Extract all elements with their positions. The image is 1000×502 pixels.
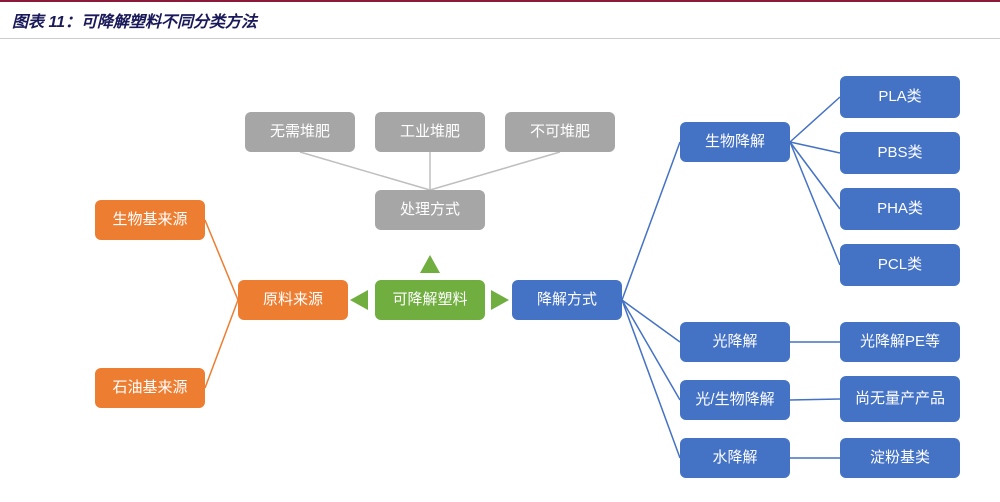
node-core: 可降解塑料 — [375, 280, 485, 320]
node-ind_compost: 工业堆肥 — [375, 112, 485, 152]
edge — [622, 300, 680, 458]
edge — [790, 142, 840, 209]
node-pla: PLA类 — [840, 76, 960, 118]
node-pbs: PBS类 — [840, 132, 960, 174]
edge — [205, 220, 238, 300]
edge — [790, 399, 840, 400]
node-pcl: PCL类 — [840, 244, 960, 286]
edge — [622, 300, 680, 400]
node-non_compost: 不可堆肥 — [505, 112, 615, 152]
edge — [790, 97, 840, 142]
arrow-left — [350, 290, 368, 310]
node-petro_src: 石油基来源 — [95, 368, 205, 408]
edge — [622, 142, 680, 300]
node-raw: 原料来源 — [238, 280, 348, 320]
node-bio_src: 生物基来源 — [95, 200, 205, 240]
node-proc: 处理方式 — [375, 190, 485, 230]
chart-title: 图表 11：可降解塑料不同分类方法 — [0, 0, 1000, 39]
node-degrade: 降解方式 — [512, 280, 622, 320]
edge — [300, 152, 430, 190]
node-photo_bio: 光/生物降解 — [680, 380, 790, 420]
node-photo_deg: 光降解 — [680, 322, 790, 362]
edge — [790, 142, 840, 153]
arrow-right — [491, 290, 509, 310]
node-no_compost: 无需堆肥 — [245, 112, 355, 152]
node-no_mass: 尚无量产产品 — [840, 376, 960, 422]
edge — [205, 300, 238, 388]
node-starch: 淀粉基类 — [840, 438, 960, 478]
node-water_deg: 水降解 — [680, 438, 790, 478]
edge — [790, 142, 840, 265]
node-pha: PHA类 — [840, 188, 960, 230]
node-bio_deg: 生物降解 — [680, 122, 790, 162]
edge — [430, 152, 560, 190]
node-photo_pe: 光降解PE等 — [840, 322, 960, 362]
arrow-up — [420, 255, 440, 273]
diagram-canvas: 可降解塑料原料来源生物基来源石油基来源 处理方式无需堆肥工业堆肥不可堆肥降解方式 生… — [0, 40, 1000, 500]
edge — [622, 300, 680, 342]
